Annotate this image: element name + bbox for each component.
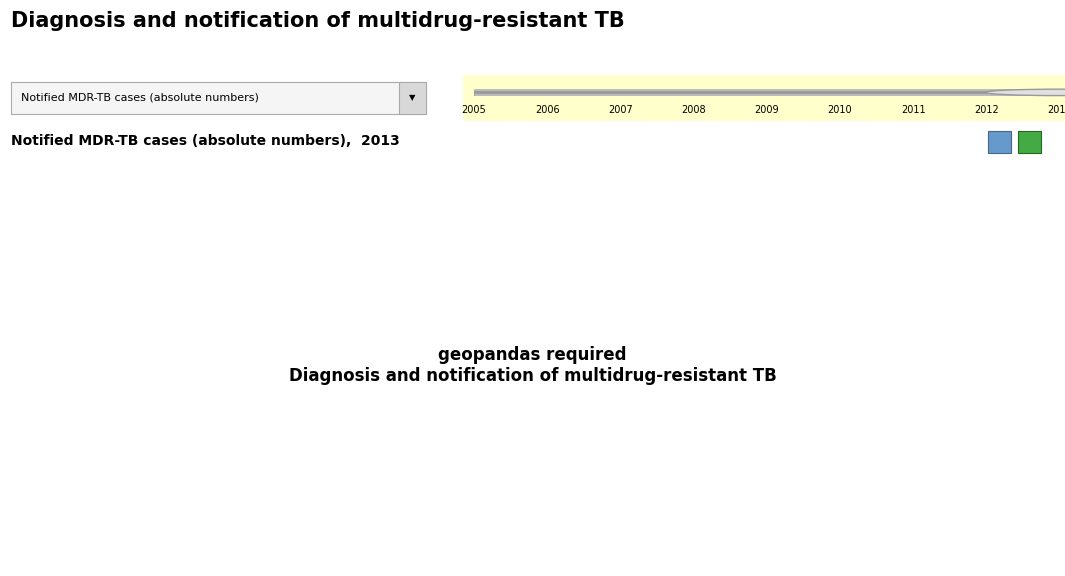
FancyBboxPatch shape <box>11 82 426 114</box>
Text: Diagnosis and notification of multidrug-resistant TB: Diagnosis and notification of multidrug-… <box>11 11 624 31</box>
Text: 2012: 2012 <box>974 105 999 115</box>
Text: Notified MDR-TB cases (absolute numbers): Notified MDR-TB cases (absolute numbers) <box>21 93 259 103</box>
Text: Notified MDR-TB cases (absolute numbers),  2013: Notified MDR-TB cases (absolute numbers)… <box>11 134 399 148</box>
Text: 2008: 2008 <box>682 105 706 115</box>
FancyBboxPatch shape <box>988 131 1012 153</box>
Text: 2011: 2011 <box>901 105 925 115</box>
Text: 2007: 2007 <box>608 105 633 115</box>
Text: 2013: 2013 <box>1047 105 1065 115</box>
Circle shape <box>985 89 1065 96</box>
FancyBboxPatch shape <box>1018 131 1041 153</box>
Text: 2006: 2006 <box>535 105 559 115</box>
Text: ▼: ▼ <box>409 93 416 103</box>
Text: geopandas required
Diagnosis and notification of multidrug-resistant TB: geopandas required Diagnosis and notific… <box>289 346 776 385</box>
Text: 2005: 2005 <box>461 105 487 115</box>
Text: 2010: 2010 <box>828 105 852 115</box>
FancyBboxPatch shape <box>463 75 1065 121</box>
Text: 2009: 2009 <box>754 105 780 115</box>
FancyBboxPatch shape <box>399 82 426 114</box>
